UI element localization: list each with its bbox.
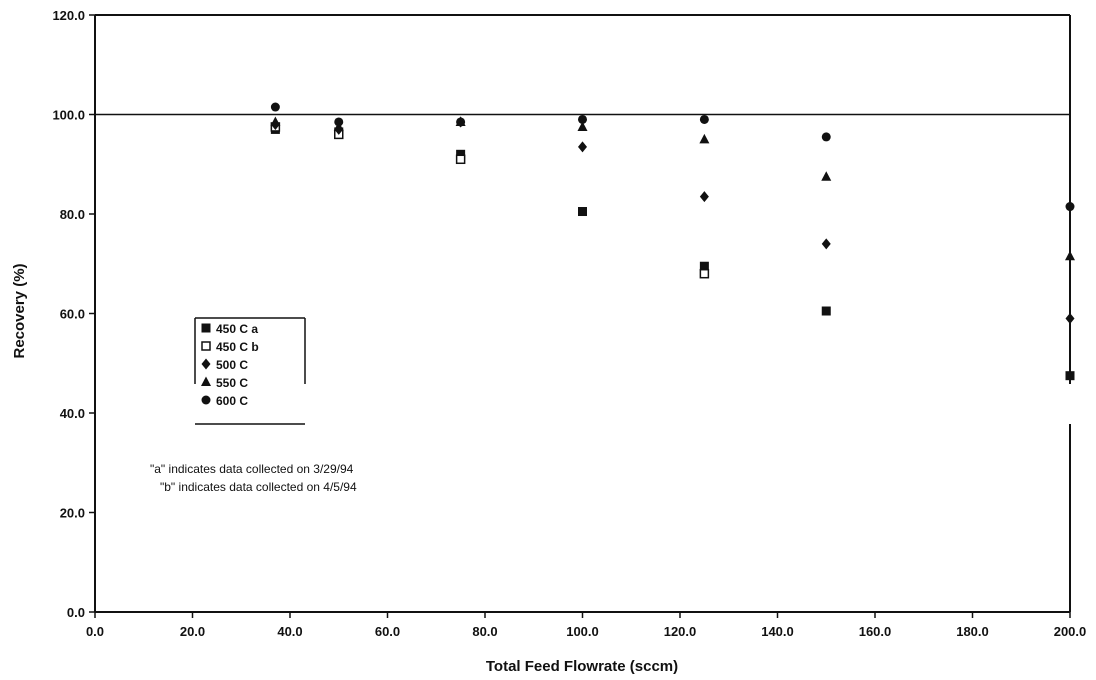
- data-point-series-4: [456, 117, 466, 127]
- y-tick-label: 60.0: [60, 307, 85, 322]
- y-tick-label: 0.0: [67, 605, 85, 620]
- y-tick-label: 40.0: [60, 406, 85, 421]
- legend-label-0: 450 C a: [216, 322, 258, 336]
- x-tick-label: 180.0: [956, 624, 989, 639]
- legend-label-3: 550 C: [216, 376, 248, 390]
- data-point-series-0: [699, 261, 709, 271]
- legend-marker-0: [201, 323, 211, 333]
- x-tick-label: 100.0: [566, 624, 599, 639]
- data-point-series-0: [456, 149, 466, 159]
- data-point-series-2: [1065, 312, 1075, 324]
- x-axis-ticks: 0.0 20.0 40.0 60.0 80.0 100.0 120.0 140.0 160.0 1…: [86, 612, 1086, 639]
- annotation-a: "a" indicates data collected on 3/29/94: [150, 462, 354, 476]
- data-point-series-1: [455, 154, 466, 165]
- legend-marker-4: [201, 395, 211, 405]
- data-point-series-0: [578, 207, 587, 217]
- data-point-series-3: [1065, 250, 1075, 261]
- x-tick-label: 20.0: [180, 624, 205, 639]
- data-point-series-4: [821, 132, 831, 142]
- x-tick-label: 40.0: [277, 624, 302, 639]
- x-tick-label: 200.0: [1054, 624, 1087, 639]
- data-point-series-2: [821, 238, 831, 250]
- data-point-series-4: [578, 114, 587, 124]
- y-axis-title: Recovery (%): [11, 263, 28, 358]
- y-tick-label: 120.0: [52, 8, 85, 23]
- data-point-series-3: [821, 171, 832, 181]
- data-point-series-4: [1065, 202, 1075, 212]
- y-tick-label: 100.0: [52, 108, 85, 123]
- data-point-series-2: [699, 191, 709, 203]
- legend-label-2: 500 C: [216, 358, 248, 372]
- y-tick-label: 20.0: [60, 506, 85, 521]
- legend-marker-2: [201, 358, 211, 370]
- data-point-series-4: [699, 114, 709, 124]
- y-axis-ticks: 0.0 20.0 40.0 60.0 80.0 100.0 120.0: [52, 8, 95, 620]
- data-point-series-0: [1065, 371, 1075, 381]
- data-point-series-3: [270, 116, 281, 126]
- data-point-series-0: [821, 306, 831, 316]
- data-point-series-4: [270, 102, 280, 112]
- data-point-series-3: [577, 121, 588, 131]
- axes: [94, 14, 1071, 613]
- data-point-series-3: [699, 133, 710, 144]
- x-tick-label: 0.0: [86, 624, 104, 639]
- x-axis-title: Total Feed Flowrate (sccm): [486, 658, 678, 675]
- y-tick-label: 80.0: [60, 207, 85, 222]
- data-point-series-4: [334, 117, 344, 127]
- legend-marker-3: [201, 376, 211, 386]
- x-tick-label: 120.0: [664, 624, 697, 639]
- legend-label-4: 600 C: [216, 394, 248, 408]
- legend: 450 C a 450 C b 500 C 550 C 600 C: [194, 317, 306, 425]
- annotation-b: "b" indicates data collected on 4/5/94: [160, 480, 357, 494]
- data-point-series-1: [699, 268, 710, 279]
- x-tick-label: 60.0: [375, 624, 400, 639]
- x-tick-label: 160.0: [859, 624, 892, 639]
- x-tick-label: 140.0: [761, 624, 794, 639]
- x-tick-label: 80.0: [472, 624, 497, 639]
- data-point-series-2: [578, 141, 587, 153]
- legend-marker-1: [201, 341, 211, 351]
- legend-label-1: 450 C b: [216, 340, 259, 354]
- data-points: [270, 102, 1075, 381]
